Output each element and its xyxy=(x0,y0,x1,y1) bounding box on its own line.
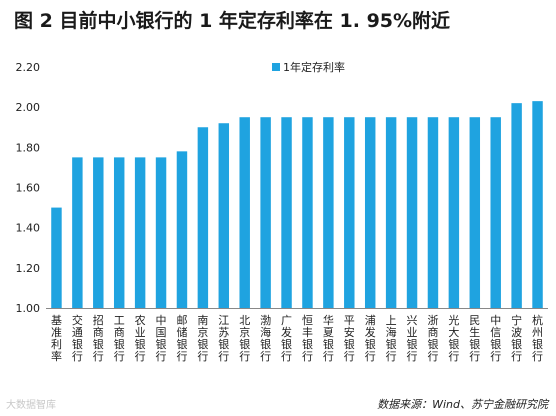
bar xyxy=(302,117,313,308)
source-note: 数据来源：Wind、苏宁金融研究院 xyxy=(377,398,548,411)
bar xyxy=(448,117,460,308)
y-tick-label: 1.20 xyxy=(16,262,41,275)
x-tick-label: 基准利率 xyxy=(51,314,62,363)
bar xyxy=(260,117,271,308)
x-tick-label: 交通银行 xyxy=(72,313,83,363)
bar xyxy=(427,117,439,308)
x-tick-label: 招商银行 xyxy=(93,313,104,363)
x-tick-label: 江苏银行 xyxy=(218,314,229,363)
bar xyxy=(490,117,501,308)
x-tick-label: 华夏银行 xyxy=(323,313,334,363)
x-tick-label: 恒丰银行 xyxy=(302,314,313,363)
x-tick-label: 光大银行 xyxy=(448,313,459,363)
y-tick-label: 1.80 xyxy=(16,141,41,154)
bar xyxy=(93,157,104,308)
bar xyxy=(155,157,167,308)
bar xyxy=(469,117,481,308)
y-axis: 1.00 1.20 1.40 1.60 1.80 2.00 2.20 xyxy=(16,61,41,315)
x-tick-label: 北京银行 xyxy=(239,314,250,363)
x-tick-label: 兴业银行 xyxy=(407,314,418,363)
x-tick-label: 民生银行 xyxy=(469,314,480,363)
x-tick-label: 平安银行 xyxy=(344,314,355,363)
bar xyxy=(72,157,83,308)
bar xyxy=(113,157,125,308)
x-tick-label: 上海银行 xyxy=(386,314,397,363)
y-tick-label: 2.20 xyxy=(16,61,41,74)
x-tick-label: 渤海银行 xyxy=(260,314,271,363)
legend-swatch xyxy=(272,63,280,71)
y-tick-label: 1.60 xyxy=(16,182,41,195)
bar xyxy=(385,117,397,308)
bar xyxy=(134,157,146,308)
x-tick-label: 浦发银行 xyxy=(365,314,376,363)
x-tick-label: 农业银行 xyxy=(135,313,146,363)
bar xyxy=(532,101,543,309)
x-tick-label: 杭州银行 xyxy=(532,313,543,363)
bar xyxy=(406,117,418,308)
bar xyxy=(197,127,209,308)
x-tick-label: 宁波银行 xyxy=(511,313,522,363)
x-tick-label: 工商银行 xyxy=(114,314,125,363)
bar xyxy=(281,117,292,308)
x-tick-label: 邮储银行 xyxy=(176,314,187,363)
x-tick-label: 浙商银行 xyxy=(427,314,438,363)
legend-label: 1年定存利率 xyxy=(283,60,345,74)
legend: 1年定存利率 xyxy=(272,60,345,74)
x-axis-labels: 基准利率交通银行招商银行工商银行农业银行中国银行邮储银行南京银行江苏银行北京银行… xyxy=(51,313,543,363)
x-tick-label: 广发银行 xyxy=(281,314,292,363)
bar xyxy=(239,117,250,308)
bar xyxy=(323,117,334,308)
bar xyxy=(51,207,62,308)
x-tick-label: 中信银行 xyxy=(490,314,501,363)
bar xyxy=(344,117,355,308)
chart-title: 图 2 目前中小银行的 1 年定存利率在 1. 95%附近 xyxy=(14,10,451,32)
bars xyxy=(51,101,543,309)
x-tick-label: 中国银行 xyxy=(156,314,167,363)
bar xyxy=(511,103,522,309)
x-tick-label: 南京银行 xyxy=(197,314,208,363)
bar xyxy=(176,151,188,308)
y-tick-label: 1.00 xyxy=(16,302,41,315)
bar xyxy=(218,123,230,308)
y-tick-label: 2.00 xyxy=(16,101,41,114)
bar xyxy=(364,117,376,308)
y-tick-label: 1.40 xyxy=(16,222,41,235)
watermark: 大数据智库 xyxy=(6,400,56,411)
